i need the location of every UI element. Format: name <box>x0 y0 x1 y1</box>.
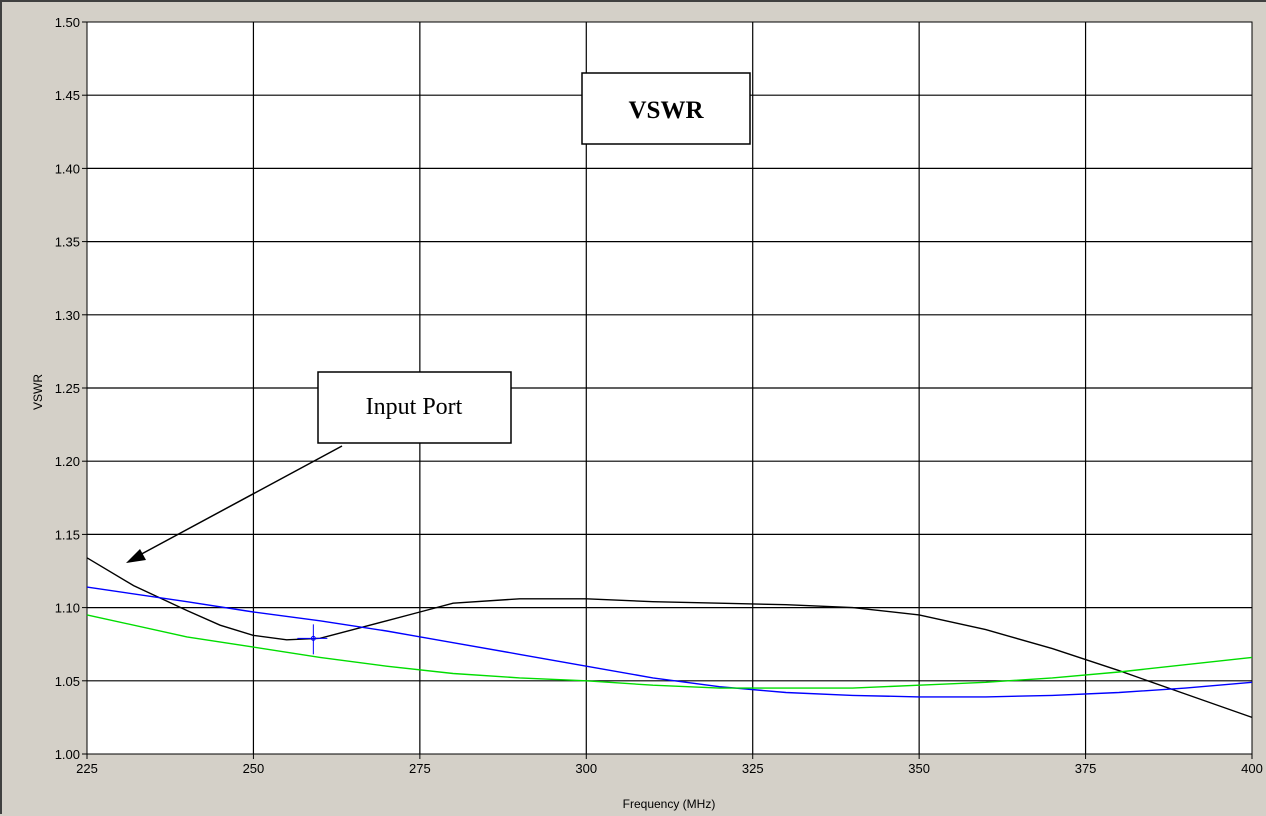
y-tick-label: 1.05 <box>55 674 80 689</box>
y-tick-label: 1.45 <box>55 88 80 103</box>
input-port-label: Input Port <box>366 394 463 420</box>
x-tick-label: 250 <box>243 761 265 776</box>
x-tick-label: 400 <box>1241 761 1263 776</box>
y-tick-label: 1.00 <box>55 747 80 762</box>
x-tick-label: 275 <box>409 761 431 776</box>
y-axis-title: VSWR <box>31 374 45 410</box>
y-tick-label: 1.15 <box>55 527 80 542</box>
x-tick-label: 225 <box>76 761 98 776</box>
y-tick-label: 1.25 <box>55 381 80 396</box>
y-tick-label: 1.35 <box>55 235 80 250</box>
x-tick-label: 300 <box>575 761 597 776</box>
y-tick-label: 1.20 <box>55 454 80 469</box>
y-tick-label: 1.10 <box>55 601 80 616</box>
x-tick-label: 350 <box>908 761 930 776</box>
x-axis-title: Frequency (MHz) <box>623 797 716 811</box>
x-tick-label: 325 <box>742 761 764 776</box>
y-tick-label: 1.50 <box>55 15 80 30</box>
x-tick-label: 375 <box>1075 761 1097 776</box>
y-tick-label: 1.40 <box>55 161 80 176</box>
chart-title-box: VSWR <box>582 73 750 144</box>
y-tick-label: 1.30 <box>55 308 80 323</box>
chart-title: VSWR <box>628 97 704 124</box>
